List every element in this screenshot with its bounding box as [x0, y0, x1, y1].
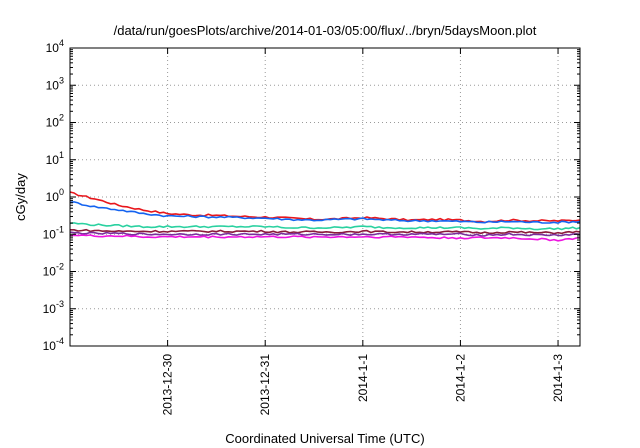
- series-line-4: [70, 228, 581, 235]
- y-tick-label: 10-2: [43, 262, 64, 279]
- grid-layer: [70, 48, 580, 346]
- y-tick-label: 104: [46, 38, 64, 55]
- y-tick-label: 102: [46, 113, 64, 130]
- y-tick-label: 10-3: [43, 299, 64, 316]
- x-tick-label: 2014-1-2: [453, 354, 467, 402]
- series-line-2: [69, 201, 581, 224]
- x-tick-label: 2013-12-30: [161, 354, 175, 416]
- series-layer: [69, 191, 581, 242]
- series-line-5: [69, 231, 581, 237]
- y-axis-ticks: 10-4 10-3 10-2 10-1 100 101 102 103 104: [43, 38, 580, 353]
- y-tick-label: 101: [46, 150, 64, 167]
- series-line-6: [69, 234, 581, 242]
- series-line-3: [69, 222, 581, 231]
- x-axis-ticks: 2013-12-30 2013-12-31 2014-1-1 2014-1-2 2014…: [161, 48, 565, 415]
- x-tick-label: 2013-12-31: [258, 354, 272, 416]
- y-tick-label: 100: [46, 187, 64, 204]
- x-axis-label: Coordinated Universal Time (UTC): [225, 431, 424, 446]
- y-axis-label: cGy/day: [13, 173, 28, 221]
- x-tick-label: 2014-1-1: [356, 354, 370, 402]
- x-tick-label: 2014-1-3: [551, 354, 565, 402]
- y-tick-label: 10-4: [43, 336, 64, 353]
- chart-title: /data/run/goesPlots/archive/2014-01-03/0…: [114, 23, 537, 38]
- y-tick-label: 103: [46, 75, 64, 92]
- y-tick-label: 10-1: [43, 224, 64, 241]
